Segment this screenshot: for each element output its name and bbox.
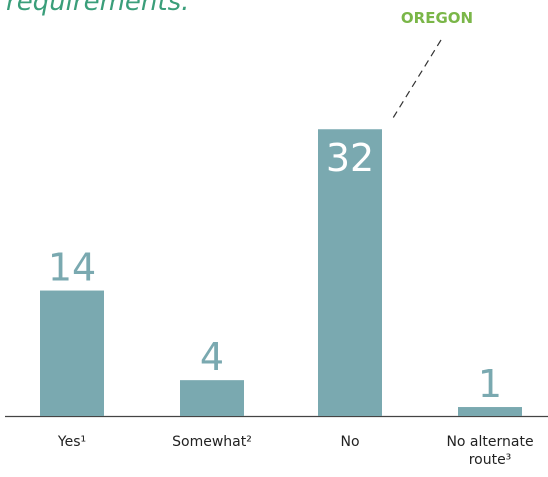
data-label: 1 — [478, 362, 502, 406]
bar — [180, 380, 244, 416]
x-tick-label: No — [340, 434, 360, 450]
annotation: OREGON — [401, 9, 473, 27]
data-label: 4 — [200, 335, 224, 379]
x-tick-label: Yes¹ — [57, 434, 87, 450]
x-tick-label: No alternate route³ — [446, 434, 534, 468]
x-tick-label: Somewhat² — [172, 434, 252, 450]
bar — [318, 129, 382, 416]
data-label: 32 — [326, 136, 374, 180]
annotation-leader — [392, 39, 442, 119]
bar — [458, 407, 522, 416]
bar — [40, 290, 104, 416]
chart-title: requirements. — [6, 0, 189, 17]
data-label: 14 — [48, 246, 96, 290]
